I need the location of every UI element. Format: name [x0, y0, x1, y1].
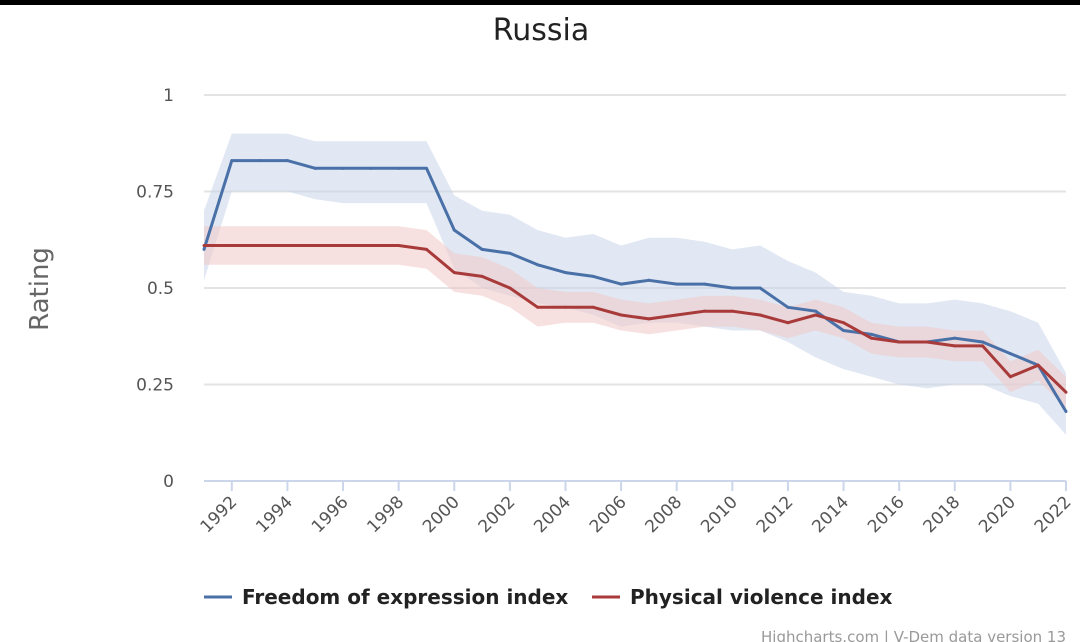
x-tick-label: 2020 — [975, 492, 1020, 537]
x-tick-label: 2004 — [530, 492, 575, 537]
y-tick-label: 1 — [163, 86, 174, 106]
data-point[interactable] — [1064, 390, 1068, 394]
data-point[interactable] — [758, 313, 762, 317]
data-point[interactable] — [452, 271, 456, 275]
data-point[interactable] — [369, 244, 373, 248]
data-point[interactable] — [313, 166, 317, 170]
data-point[interactable] — [480, 274, 484, 278]
x-tick-label: 1994 — [252, 492, 297, 537]
data-point[interactable] — [258, 244, 262, 248]
data-point[interactable] — [897, 340, 901, 344]
data-point[interactable] — [758, 286, 762, 290]
data-point[interactable] — [647, 317, 651, 321]
top-border — [0, 0, 1080, 5]
data-point[interactable] — [341, 244, 345, 248]
data-point[interactable] — [258, 159, 262, 163]
y-tick-label: 0.5 — [147, 279, 174, 299]
y-tick-label: 0.75 — [136, 183, 174, 203]
data-point[interactable] — [647, 278, 651, 282]
data-point[interactable] — [675, 282, 679, 286]
x-tick-label: 2000 — [419, 492, 464, 537]
data-point[interactable] — [953, 336, 957, 340]
data-point[interactable] — [925, 340, 929, 344]
legend[interactable]: Freedom of expression index Physical vio… — [204, 585, 893, 609]
data-point[interactable] — [703, 282, 707, 286]
data-point[interactable] — [619, 313, 623, 317]
x-tick-label: 2016 — [864, 492, 909, 537]
confidence-band — [204, 133, 1066, 435]
data-point[interactable] — [730, 286, 734, 290]
chart-title: Russia — [493, 13, 590, 48]
x-tick-label: 2008 — [642, 492, 687, 537]
x-tick-label: 1998 — [363, 492, 408, 537]
data-point[interactable] — [1064, 410, 1068, 414]
data-point[interactable] — [563, 305, 567, 309]
data-point[interactable] — [341, 166, 345, 170]
x-tick-label: 1996 — [308, 492, 353, 537]
legend-label-freedom-of-expression[interactable]: Freedom of expression index — [242, 585, 568, 609]
data-point[interactable] — [842, 328, 846, 332]
data-point[interactable] — [703, 309, 707, 313]
x-tick-label: 2014 — [808, 492, 853, 537]
data-point[interactable] — [953, 344, 957, 348]
data-point[interactable] — [285, 244, 289, 248]
data-point[interactable] — [591, 305, 595, 309]
data-point[interactable] — [1036, 363, 1040, 367]
data-point[interactable] — [675, 313, 679, 317]
data-point[interactable] — [230, 244, 234, 248]
x-tick-label: 1992 — [197, 492, 242, 537]
data-point[interactable] — [202, 247, 206, 251]
data-point[interactable] — [313, 244, 317, 248]
data-point[interactable] — [842, 321, 846, 325]
data-point[interactable] — [869, 332, 873, 336]
data-point[interactable] — [1008, 375, 1012, 379]
series-lines — [202, 159, 1068, 414]
x-axis-ticks: 1992 1994 1996 1998 2000 2002 2004 2006 2008 2010… — [197, 481, 1076, 537]
data-point[interactable] — [563, 271, 567, 275]
legend-item-physical-violence[interactable]: Physical violence index — [592, 585, 893, 609]
series-line[interactable] — [204, 244, 1068, 394]
data-point[interactable] — [230, 159, 234, 163]
data-point[interactable] — [508, 286, 512, 290]
chart-credits[interactable]: Highcharts.com | V-Dem data version 13 — [761, 628, 1066, 642]
x-tick-label: 2006 — [586, 492, 631, 537]
y-axis-ticks: 0 0.25 0.5 0.75 1 — [136, 86, 174, 492]
x-tick-label: 2002 — [475, 492, 520, 537]
data-point[interactable] — [480, 247, 484, 251]
data-point[interactable] — [285, 159, 289, 163]
data-point[interactable] — [814, 313, 818, 317]
y-axis-label: Rating — [25, 247, 55, 331]
data-point[interactable] — [508, 251, 512, 255]
data-point[interactable] — [452, 228, 456, 232]
x-tick-label: 2022 — [1031, 492, 1076, 537]
x-tick-label: 2018 — [920, 492, 965, 537]
legend-label-physical-violence[interactable]: Physical violence index — [630, 585, 893, 609]
data-point[interactable] — [981, 340, 985, 344]
data-point[interactable] — [730, 309, 734, 313]
data-point[interactable] — [591, 274, 595, 278]
data-point[interactable] — [869, 336, 873, 340]
data-point[interactable] — [424, 166, 428, 170]
data-point[interactable] — [786, 321, 790, 325]
data-point[interactable] — [536, 263, 540, 267]
data-point[interactable] — [981, 344, 985, 348]
data-point[interactable] — [536, 305, 540, 309]
confidence-bands — [204, 133, 1066, 435]
data-point[interactable] — [202, 244, 206, 248]
legend-item-freedom-of-expression[interactable]: Freedom of expression index — [204, 585, 568, 609]
data-point[interactable] — [786, 305, 790, 309]
data-point[interactable] — [1008, 352, 1012, 356]
y-tick-label: 0 — [163, 472, 174, 492]
data-point[interactable] — [619, 282, 623, 286]
x-tick-label: 2012 — [753, 492, 798, 537]
y-tick-label: 0.25 — [136, 376, 174, 396]
data-point[interactable] — [814, 309, 818, 313]
data-point[interactable] — [424, 247, 428, 251]
data-point[interactable] — [397, 244, 401, 248]
data-point[interactable] — [397, 166, 401, 170]
data-point[interactable] — [369, 166, 373, 170]
x-tick-label: 2010 — [697, 492, 742, 537]
